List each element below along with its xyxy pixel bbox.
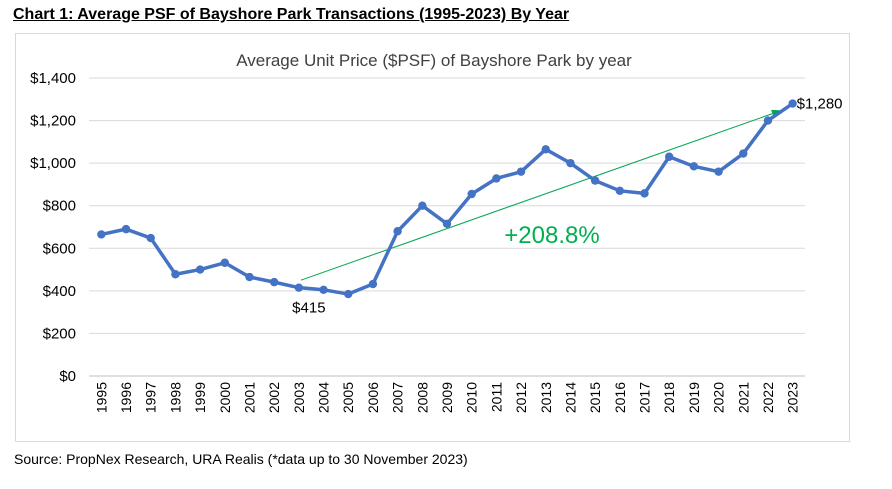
x-tick-label: 2020 [711,382,727,413]
x-tick-label: 2018 [661,382,677,413]
x-tick-label: 2003 [291,382,307,413]
y-tick-label: $0 [59,368,76,385]
x-tick-label: 2015 [587,382,603,413]
data-point [467,189,476,199]
x-tick-label: 2014 [562,382,578,413]
data-point [146,233,155,243]
x-tick-label: 2019 [686,382,702,413]
x-tick-label: 2011 [488,382,504,412]
x-tick-label: 1998 [167,382,183,413]
x-tick-label: 2022 [760,382,776,413]
data-point [689,162,699,171]
data-point [516,167,526,176]
annotation-labels: $415 $1,280 +208.8% [292,96,842,317]
data-point [788,99,797,108]
x-tick-label: 2007 [390,382,406,413]
x-tick-label: 1997 [143,382,159,413]
data-point [344,289,353,299]
x-tick-label: 1996 [118,382,134,413]
x-tick-label: 2000 [217,382,233,413]
source-note: Source: PropNex Research, URA Realis (*d… [14,451,468,467]
series-layer [97,99,797,299]
data-point [590,176,600,185]
x-tick-label: 2023 [785,382,801,413]
y-tick-label: $1,000 [30,155,76,172]
x-tick-label: 2005 [340,382,356,413]
data-point [245,272,254,282]
data-point [492,174,501,183]
data-point [269,277,279,287]
data-point [195,265,205,274]
x-tick-label: 2016 [612,382,628,413]
data-point [739,149,748,158]
y-tick-label: $400 [43,283,76,300]
data-point [121,224,131,234]
data-point [763,116,773,125]
chart-heading: Chart 1: Average PSF of Bayshore Park Tr… [13,6,570,23]
end-value-label: $1,280 [797,96,843,113]
series-line [99,101,795,296]
y-tick-label: $1,200 [30,113,76,130]
data-point [665,152,674,161]
x-tick-label: 2009 [439,382,455,413]
x-tick-label: 2004 [316,382,332,413]
x-tick-label: 2013 [538,382,554,413]
x-tick-label: 2017 [637,382,653,413]
x-axis-ticks: 1995 1996 1997 1998 1999 2000 2001 2002 2003 2004… [93,382,800,413]
data-point [418,201,427,210]
data-point [442,219,452,229]
data-point [319,285,328,294]
data-point [541,145,550,154]
change-percent-label: +208.8% [504,222,599,249]
y-axis-ticks: $0 $200 $400 $600 $800 $1,000 $1,200 $1,400 [30,70,76,385]
data-point [393,227,402,236]
x-tick-label: 2001 [241,382,257,413]
x-tick-label: 2006 [365,382,381,413]
gridlines [89,77,805,377]
data-point [714,167,723,176]
data-point [640,189,649,198]
x-tick-label: 1995 [93,382,109,413]
trend-arrow [300,109,782,281]
start-value-label: $415 [292,300,325,317]
x-tick-label: 2002 [266,382,282,413]
data-point [368,279,378,289]
y-tick-label: $1,400 [30,70,76,87]
x-tick-label: 2012 [513,382,529,413]
x-tick-label: 2010 [464,382,480,413]
y-tick-label: $800 [43,198,76,215]
data-point [171,270,180,279]
x-tick-label: 2008 [414,382,430,413]
chart-title: Average Unit Price ($PSF) of Bayshore Pa… [236,51,632,70]
trend-annotation [300,109,782,281]
data-point [220,258,229,267]
data-point [566,158,575,168]
x-tick-label: 1999 [192,382,208,413]
chart-frame [15,33,850,442]
data-point [97,230,106,239]
y-tick-label: $200 [43,325,76,342]
x-tick-label: 2021 [735,382,751,413]
data-point [294,283,304,292]
y-tick-label: $600 [43,240,76,257]
data-point [615,186,625,196]
